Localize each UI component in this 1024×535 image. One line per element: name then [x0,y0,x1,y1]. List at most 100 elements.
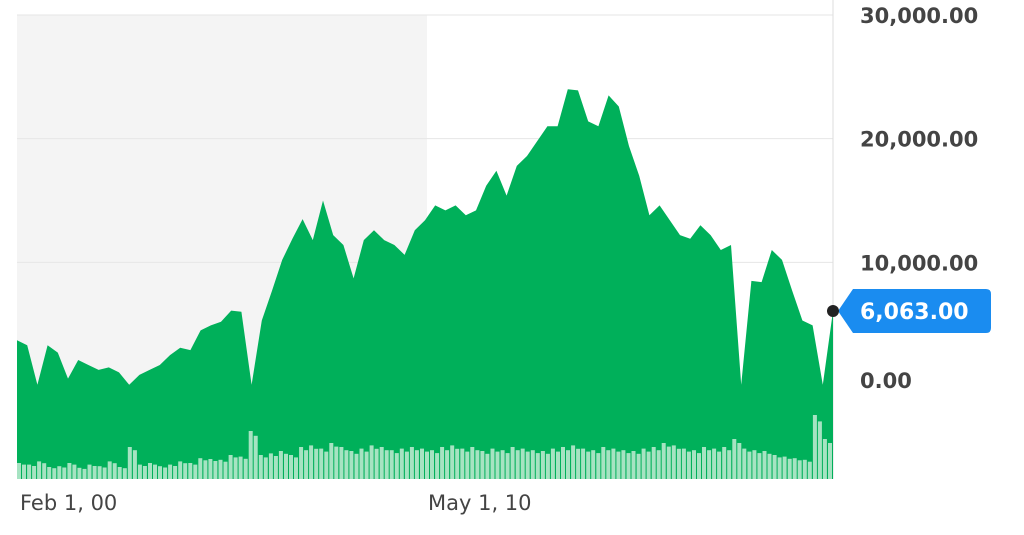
volume-bar [107,461,112,479]
volume-bar [722,447,727,479]
volume-bar [611,448,616,479]
volume-bar [399,448,404,479]
volume-bar [671,445,676,479]
volume-bar [530,450,535,479]
volume-bar [344,450,349,479]
volume-bar [324,451,329,479]
volume-bar [334,446,339,479]
last-value-label: 6,063.00 [860,300,969,325]
last-value-badge: 6,063.00 [827,289,991,334]
volume-bar [807,461,812,479]
volume-bar [747,451,752,479]
volume-bar [601,447,606,479]
volume-bar [641,448,646,479]
volume-bar [606,450,611,479]
volume-bar [767,453,772,479]
volume-bar [213,461,218,479]
volume-bar [37,461,42,479]
volume-bar [339,447,344,479]
volume-bar [349,451,354,479]
volume-bar [153,464,157,479]
volume-bar [777,457,782,479]
volume-bar [591,450,596,479]
volume-bar [480,451,485,479]
volume-bar [57,466,62,479]
volume-bar [409,447,414,479]
volume-bar [571,445,576,479]
volume-bar [515,450,520,479]
volume-bar [435,453,440,479]
volume-bar [646,451,651,479]
volume-bar [228,455,233,479]
volume-bar [525,451,530,479]
volume-bar [692,450,696,479]
volume-bar [289,455,293,479]
volume-bar [67,463,72,479]
volume-bar [762,451,767,479]
volume-bar [364,451,369,479]
volume-bar [812,415,817,479]
volume-bar [268,453,273,479]
volume-bar [97,466,102,479]
volume-bar [656,450,661,479]
volume-bar [208,459,213,479]
volume-bar [294,457,298,479]
volume-bar [566,450,570,479]
volume-bar [394,453,399,479]
volume-bar [500,450,505,479]
volume-bar [248,431,253,479]
volume-bar [505,453,510,479]
volume-bar [314,448,319,479]
volume-bar [168,464,173,479]
volume-bar [576,448,581,479]
volume-bar [545,453,550,479]
x-tick-label: May 1, 10 [428,491,532,515]
volume-bar [425,451,429,479]
price-area [17,89,833,479]
volume-bar [62,467,67,479]
volume-bar [490,448,495,479]
volume-bar [253,435,258,479]
volume-bar [686,451,691,479]
volume-bar [737,443,742,479]
volume-bar [676,448,681,479]
volume-bar [440,447,445,479]
volume-bar [278,451,283,479]
volume-bar [540,451,545,479]
volume-bar [132,450,137,479]
volume-bar [238,456,243,479]
volume-bar [550,448,555,479]
volume-bar [122,468,127,479]
volume-bar [178,461,183,479]
volume-bar [470,447,475,479]
volume-bar [757,453,762,479]
volume-bar [535,453,540,479]
volume-bar [742,448,747,479]
last-value-dot [827,305,839,318]
volume-bar [802,459,807,479]
volume-bar [42,463,47,479]
volume-bar [299,447,304,479]
volume-bar [369,445,374,479]
volume-bar [284,453,288,479]
volume-bar [822,439,827,479]
volume-bar [752,450,757,479]
volume-bar [304,450,309,479]
volume-bar [47,467,52,479]
volume-bar [495,451,500,479]
volume-bar [198,458,203,479]
volume-bar [460,448,465,479]
volume-bar [319,448,324,479]
volume-bar [142,466,147,479]
volume-bar [581,448,586,479]
volume-bar [651,447,656,479]
volume-bar [420,448,424,479]
volume-bar [510,447,515,479]
volume-bar [782,456,787,479]
volume-bar [727,450,732,479]
volume-bar [218,459,223,479]
volume-bar [616,451,621,479]
y-tick-label: 0.00 [860,369,912,393]
volume-bar [117,467,122,479]
